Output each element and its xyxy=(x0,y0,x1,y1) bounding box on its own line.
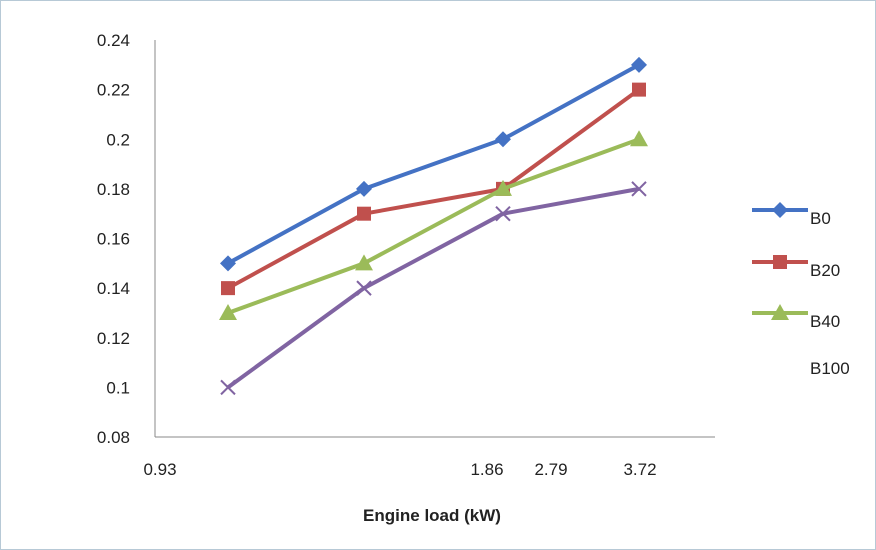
series-b40 xyxy=(219,130,648,320)
data-point-b100-stroke xyxy=(631,181,647,197)
data-point-b40 xyxy=(630,130,648,147)
legend-label-b40: B40 xyxy=(810,312,840,331)
data-point-b20 xyxy=(357,206,371,221)
series-line-b20 xyxy=(227,88,641,290)
data-point-b0 xyxy=(356,180,372,197)
data-point-b100-stroke xyxy=(356,280,372,296)
y-tick-label: 0.2 xyxy=(106,130,130,149)
y-tick-label: 0.22 xyxy=(97,81,130,100)
data-point-b100-stroke xyxy=(220,379,236,396)
x-tick-label: 2.79 xyxy=(534,460,567,479)
x-tick-label: 1.86 xyxy=(470,460,503,479)
y-tick-label: 0.18 xyxy=(97,180,130,199)
series-b100 xyxy=(220,181,647,396)
data-point-b40 xyxy=(219,303,237,320)
y-tick-label: 0.16 xyxy=(97,230,130,249)
data-point-b0 xyxy=(495,131,511,148)
x-tick-labels: 0.93 1.86 2.79 3.72 xyxy=(143,460,656,479)
series-b0 xyxy=(220,56,647,272)
legend-marker-b0 xyxy=(772,202,788,218)
x-axis-title: Engine load (kW) xyxy=(363,506,501,525)
y-tick-label: 0.1 xyxy=(106,378,130,397)
data-point-b40 xyxy=(494,179,512,196)
data-point-b0 xyxy=(631,56,647,73)
x-tick-label: 0.93 xyxy=(143,460,176,479)
legend: B0 B20 B40 B100 xyxy=(752,202,850,378)
y-tick-label: 0.14 xyxy=(97,279,130,298)
data-point-b100 xyxy=(495,205,511,222)
data-point-b40 xyxy=(355,254,373,271)
y-tick-label: 0.08 xyxy=(97,428,130,447)
data-point-b20 xyxy=(632,82,646,97)
legend-label-b0: B0 xyxy=(810,209,831,228)
series-group xyxy=(219,56,648,396)
axes xyxy=(154,40,715,438)
legend-label-b100: B100 xyxy=(810,359,850,378)
y-tick-labels: 0.08 0.1 0.12 0.14 0.16 0.18 0.2 0.22 0.24 xyxy=(97,31,130,447)
series-line-b0 xyxy=(227,63,640,266)
data-point-b100 xyxy=(356,280,372,296)
legend-marker-b20 xyxy=(773,255,787,269)
data-point-b0 xyxy=(220,255,236,272)
series-line-b100 xyxy=(226,186,640,389)
series-line-b40 xyxy=(227,137,640,315)
data-point-b100-stroke xyxy=(495,205,511,222)
data-point-b20 xyxy=(221,281,235,296)
y-tick-label: 0.24 xyxy=(97,31,130,50)
data-point-b100 xyxy=(220,379,236,396)
legend-label-b20: B20 xyxy=(810,261,840,280)
series-b20 xyxy=(221,82,646,296)
data-point-b100 xyxy=(631,181,647,197)
x-tick-label: 3.72 xyxy=(623,460,656,479)
y-tick-label: 0.12 xyxy=(97,329,130,348)
legend-marker-b40 xyxy=(771,304,789,320)
